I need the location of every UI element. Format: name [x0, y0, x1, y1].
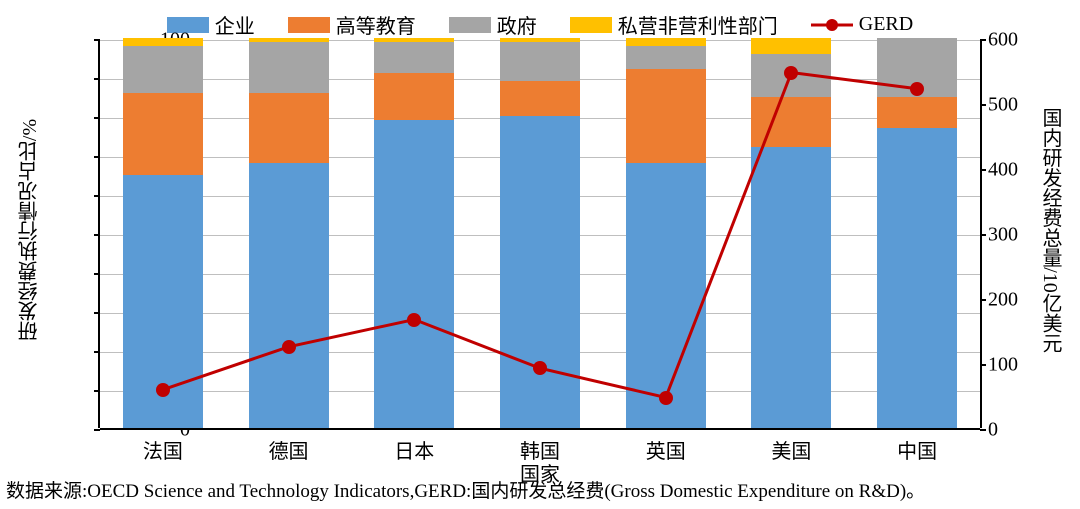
legend-item-higher-ed: 高等教育 [288, 10, 416, 39]
bar-segment-nonprofit [500, 38, 580, 42]
bar-segment-government [626, 46, 706, 69]
gerd-marker [784, 66, 798, 80]
bar-segment-enterprise [500, 116, 580, 428]
bar-segment-higher_ed [374, 73, 454, 120]
legend-label: 私营非营利性部门 [618, 10, 778, 39]
bar-segment-government [500, 42, 580, 81]
gerd-marker [659, 391, 673, 405]
bar-segment-nonprofit [626, 38, 706, 46]
legend-label: 政府 [497, 10, 537, 39]
bar-segment-enterprise [626, 163, 706, 428]
bar-group [249, 38, 329, 428]
bar-segment-government [123, 46, 203, 93]
gerd-marker [533, 361, 547, 375]
bar-segment-higher_ed [626, 69, 706, 163]
bar-segment-government [374, 42, 454, 73]
bar-segment-higher_ed [877, 97, 957, 128]
bar-segment-government [249, 42, 329, 93]
y-right-tick-label: 300 [988, 224, 1048, 247]
legend-label: 企业 [215, 10, 255, 39]
legend-item-government: 政府 [449, 10, 537, 39]
legend-item-nonprofit: 私营非营利性部门 [570, 10, 778, 39]
bar-segment-enterprise [374, 120, 454, 428]
y-right-tick-label: 100 [988, 354, 1048, 377]
bar-segment-nonprofit [751, 38, 831, 54]
bar-group [751, 38, 831, 428]
bar-segment-higher_ed [751, 97, 831, 148]
plot-area: 0102030405060708090100010020030040050060… [100, 40, 980, 430]
bar-segment-higher_ed [500, 81, 580, 116]
y-right-tick-label: 500 [988, 94, 1048, 117]
legend-swatch [288, 17, 330, 33]
bar-group [626, 38, 706, 428]
bar-segment-nonprofit [374, 38, 454, 42]
y-right-tick-label: 200 [988, 289, 1048, 312]
bar-segment-nonprofit [249, 38, 329, 42]
bar-segment-enterprise [877, 128, 957, 428]
gerd-marker [407, 313, 421, 327]
y-right-tick-label: 600 [988, 29, 1048, 52]
bar-segment-enterprise [751, 147, 831, 428]
legend-swatch [449, 17, 491, 33]
legend-label: 高等教育 [336, 10, 416, 39]
bar-segment-nonprofit [123, 38, 203, 46]
legend-label: GERD [859, 13, 913, 36]
gerd-marker [910, 82, 924, 96]
bar-segment-higher_ed [123, 93, 203, 175]
bar-group [123, 38, 203, 428]
gerd-marker [156, 383, 170, 397]
bar-segment-higher_ed [249, 93, 329, 163]
source-note: 数据来源:OECD Science and Technology Indicat… [6, 476, 925, 503]
y-right-tick-label: 0 [988, 419, 1048, 442]
gerd-marker [282, 340, 296, 354]
legend-swatch [570, 17, 612, 33]
bar-group [374, 38, 454, 428]
y-left-axis-title: 研发经费执行情况占比/% [15, 119, 44, 341]
chart-container: 企业 高等教育 政府 私营非营利性部门 GERD 研发经费执行情况占比/% 国内… [0, 0, 1080, 509]
y-right-tick-label: 400 [988, 159, 1048, 182]
legend-item-gerd: GERD [811, 13, 913, 36]
bar-segment-enterprise [249, 163, 329, 428]
legend-line-icon [811, 17, 853, 33]
bar-group [877, 38, 957, 428]
